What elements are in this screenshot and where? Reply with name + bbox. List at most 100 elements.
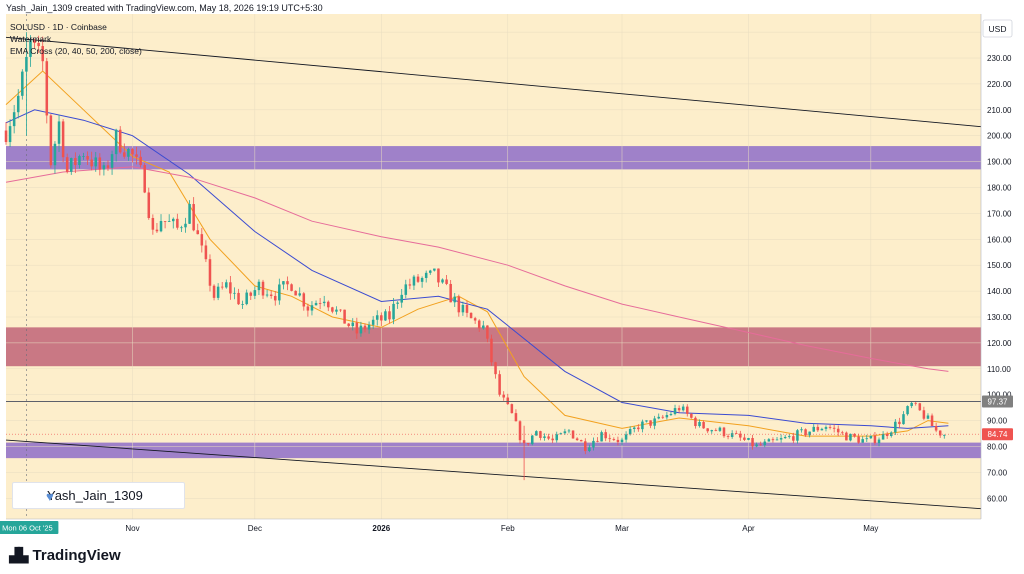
- price-tick-label: 160.00: [987, 235, 1012, 244]
- candle-body: [53, 143, 57, 166]
- candle-body: [78, 156, 81, 165]
- candle-body: [726, 436, 730, 437]
- candle-body: [257, 281, 261, 291]
- candle-body: [4, 130, 8, 143]
- price-axis-bg: [981, 14, 1024, 540]
- candle-body: [702, 422, 705, 429]
- candle-body: [808, 431, 811, 436]
- candle-body: [41, 46, 44, 62]
- candle-body: [127, 148, 130, 157]
- candle-body: [371, 319, 375, 325]
- candle-body: [388, 311, 391, 320]
- candle-body: [518, 421, 522, 441]
- candle-body: [159, 221, 163, 232]
- candle-body: [131, 148, 134, 155]
- candle-body: [722, 427, 726, 437]
- candle-body: [943, 434, 946, 436]
- candle-body: [751, 438, 754, 447]
- chart-area[interactable]: 60.00 70.00 80.00 90.00 100.00 110.00 120.00 13…: [0, 14, 1024, 540]
- candle-body: [877, 439, 881, 444]
- legend-indicator[interactable]: EMA Cross (20, 40, 50, 200, close): [10, 46, 142, 56]
- candle-body: [596, 440, 599, 442]
- candle-body: [392, 303, 395, 320]
- candle-body: [812, 426, 816, 432]
- candle-layer: [4, 32, 946, 481]
- candle-body: [845, 432, 848, 441]
- price-tick-label: 230.00: [987, 54, 1012, 63]
- candle-body: [220, 286, 224, 288]
- candle-body: [400, 294, 403, 303]
- candle-body: [824, 427, 828, 429]
- candle-body: [906, 406, 909, 415]
- candle-body: [510, 404, 514, 414]
- tradingview-footer[interactable]: ▟▙ TradingView: [9, 544, 121, 566]
- candle-body: [620, 439, 624, 443]
- candle-body: [429, 270, 432, 273]
- candle-body: [804, 429, 807, 436]
- candle-body: [118, 129, 122, 153]
- level-price-label: 97.37: [987, 398, 1008, 407]
- candle-body: [90, 159, 93, 167]
- candle-body: [86, 156, 89, 160]
- candle-body: [16, 95, 20, 113]
- candle-body: [176, 218, 179, 228]
- candle-body: [249, 292, 253, 296]
- candle-body: [681, 406, 685, 411]
- candle-body: [792, 436, 795, 441]
- candle-body: [661, 416, 665, 418]
- author-badge[interactable]: Yash_Jain_1309: [12, 482, 185, 509]
- candle-body: [739, 433, 742, 438]
- candle-body: [747, 438, 750, 440]
- price-tick-label: 220.00: [987, 80, 1012, 89]
- candle-body: [327, 301, 330, 308]
- candle-body: [522, 440, 526, 444]
- candle-body: [200, 234, 204, 246]
- candle-body: [167, 221, 171, 222]
- candle-body: [359, 325, 363, 334]
- time-axis-bg: [0, 519, 981, 540]
- candle-body: [657, 416, 660, 419]
- author-name: Yash_Jain_1309: [47, 488, 143, 503]
- candle-body: [869, 435, 873, 439]
- candle-body: [816, 426, 820, 431]
- candle-body: [502, 394, 505, 398]
- candle-body: [579, 440, 583, 442]
- candle-body: [608, 438, 612, 440]
- candle-body: [759, 444, 762, 446]
- candle-body: [673, 408, 677, 415]
- candle-body: [449, 283, 452, 303]
- candle-body: [796, 430, 799, 441]
- candle-body: [457, 296, 461, 313]
- candle-body: [106, 165, 110, 168]
- candle-body: [763, 441, 767, 446]
- candle-body: [233, 292, 236, 294]
- candle-body: [461, 304, 465, 313]
- candle-body: [551, 438, 554, 441]
- candle-body: [853, 433, 856, 437]
- price-tick-label: 60.00: [987, 494, 1008, 503]
- candle-body: [302, 293, 306, 307]
- candle-body: [21, 71, 24, 96]
- candle-body: [445, 279, 448, 284]
- candle-body: [563, 431, 567, 434]
- candle-body: [694, 417, 697, 427]
- crosshair-date-label: Mon 06 Oct '25: [2, 524, 53, 533]
- candle-body: [865, 438, 869, 440]
- candle-body: [767, 439, 771, 442]
- price-tick-label: 130.00: [987, 313, 1012, 322]
- publisher-line: Yash_Jain_1309 created with TradingView.…: [6, 3, 323, 13]
- price-tick-label: 210.00: [987, 106, 1012, 115]
- candle-body: [180, 227, 183, 229]
- candle-body: [147, 192, 151, 218]
- price-chart[interactable]: 60.00 70.00 80.00 90.00 100.00 110.00 120.00 13…: [0, 14, 1024, 540]
- currency-label[interactable]: USD: [982, 19, 1013, 38]
- candle-body: [110, 154, 114, 168]
- candle-body: [318, 303, 322, 304]
- candle-body: [698, 422, 701, 427]
- candle-body: [836, 428, 840, 433]
- time-tick-label: 2026: [372, 524, 390, 533]
- candle-body: [437, 268, 440, 283]
- candle-body: [873, 435, 877, 444]
- candle-body: [253, 290, 257, 296]
- candle-body: [465, 304, 469, 313]
